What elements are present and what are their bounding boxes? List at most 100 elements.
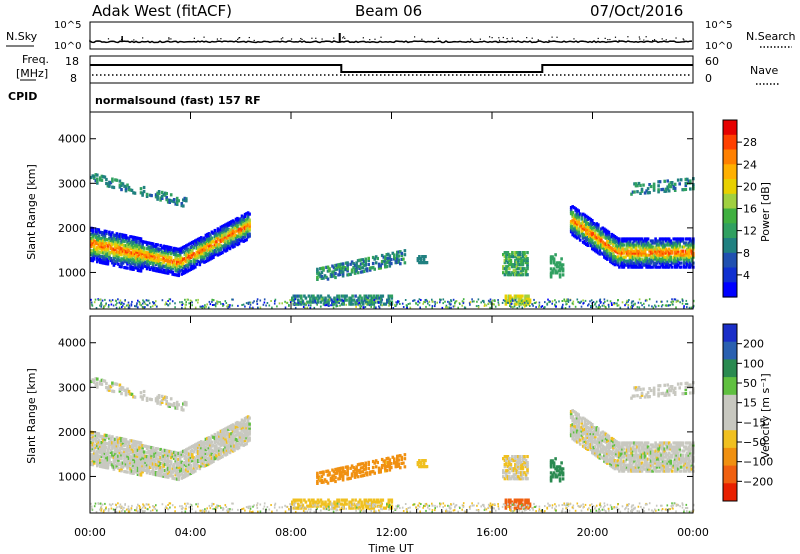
power-cell xyxy=(230,236,233,240)
power-cell xyxy=(664,187,668,191)
velocity-cell xyxy=(111,445,114,449)
power-cell xyxy=(617,299,619,302)
velocity-cell xyxy=(123,457,126,461)
velocity-cell xyxy=(182,453,185,457)
velocity-cell xyxy=(153,462,156,466)
velocity-cell xyxy=(127,446,131,450)
velocity-cell xyxy=(159,472,162,476)
power-cell xyxy=(212,255,215,259)
velocity-cell xyxy=(168,451,171,456)
power-cell xyxy=(243,220,247,225)
power-cell xyxy=(112,257,116,261)
power-cell xyxy=(165,257,168,261)
power-cell xyxy=(677,300,680,303)
power-cell xyxy=(674,298,677,301)
nsearch-dot xyxy=(374,38,376,40)
power-cell xyxy=(209,243,212,247)
velocity-cell xyxy=(204,457,208,461)
power-cell xyxy=(189,255,193,259)
velocity-cell xyxy=(218,434,221,438)
velocity-cell xyxy=(136,468,140,472)
power-cell xyxy=(103,261,107,265)
power-cell xyxy=(512,265,516,269)
power-cell xyxy=(654,265,657,269)
power-cell xyxy=(120,261,123,265)
power-cell xyxy=(175,253,179,257)
velocity-cell xyxy=(138,473,141,477)
power-cell xyxy=(175,267,179,271)
power-cell xyxy=(679,249,683,253)
power-cell xyxy=(100,249,104,253)
velocity-cell xyxy=(103,439,107,443)
velocity-cell xyxy=(121,465,125,469)
power-cell xyxy=(504,298,508,302)
velocity-cell xyxy=(105,442,108,446)
velocity-cell xyxy=(213,436,217,441)
power-cell xyxy=(361,258,364,262)
power-cell xyxy=(142,306,144,309)
velocity-cell xyxy=(225,448,229,452)
power-cell xyxy=(203,240,206,244)
power-cell xyxy=(350,260,354,264)
power-cell xyxy=(376,296,380,300)
power-cell xyxy=(511,253,514,257)
velocity-cell xyxy=(589,429,593,434)
velocity-cell xyxy=(228,444,232,449)
power-cell xyxy=(175,247,179,251)
velocity-cell xyxy=(100,453,104,457)
power-cell xyxy=(147,259,150,263)
power-cell xyxy=(105,256,108,260)
power-cell xyxy=(124,236,128,240)
power-cell xyxy=(679,251,683,255)
power-cell xyxy=(145,255,149,259)
power-cell xyxy=(178,249,182,253)
velocity-cell xyxy=(598,452,602,456)
power-cell xyxy=(511,305,513,308)
power-cell xyxy=(654,255,657,259)
power-cell xyxy=(316,303,318,306)
power-cell xyxy=(121,243,125,247)
velocity-cell xyxy=(157,451,161,455)
power-cell xyxy=(94,179,98,183)
velocity-cell xyxy=(234,421,238,425)
power-cell xyxy=(510,305,512,308)
power-cell xyxy=(383,302,386,306)
velocity-cell xyxy=(151,452,155,456)
velocity-cell xyxy=(130,461,134,465)
power-cell xyxy=(248,220,251,224)
power-cell xyxy=(619,251,623,255)
velocity-cell xyxy=(589,440,593,444)
velocity-cell xyxy=(91,433,95,437)
power-cell xyxy=(135,252,138,256)
power-cell xyxy=(625,245,629,249)
power-cell xyxy=(302,299,304,302)
power-cell xyxy=(462,298,465,301)
velocity-cell xyxy=(141,470,144,474)
power-cell xyxy=(355,265,358,269)
power-cell xyxy=(600,237,603,241)
power-cell xyxy=(592,226,596,230)
velocity-cell xyxy=(150,456,153,460)
velocity-cell xyxy=(180,464,184,468)
velocity-cell xyxy=(221,440,224,445)
power-cell xyxy=(663,255,666,259)
velocity-cell xyxy=(194,465,197,469)
power-cell xyxy=(160,270,164,274)
velocity-cell xyxy=(165,449,168,453)
velocity-cell xyxy=(162,460,165,464)
velocity-cell xyxy=(130,457,134,461)
power-cell xyxy=(198,238,202,243)
velocity-cell xyxy=(218,454,221,458)
power-cell xyxy=(361,270,364,274)
power-cell xyxy=(129,259,132,263)
velocity-cell xyxy=(586,419,590,423)
power-cell xyxy=(185,197,188,201)
power-cell xyxy=(256,298,259,301)
power-cell xyxy=(676,249,680,253)
velocity-cell xyxy=(197,441,200,445)
power-cell xyxy=(340,302,344,306)
power-cell xyxy=(100,305,102,308)
power-cell xyxy=(129,245,132,249)
power-cell xyxy=(628,261,632,265)
power-cell xyxy=(118,306,121,309)
